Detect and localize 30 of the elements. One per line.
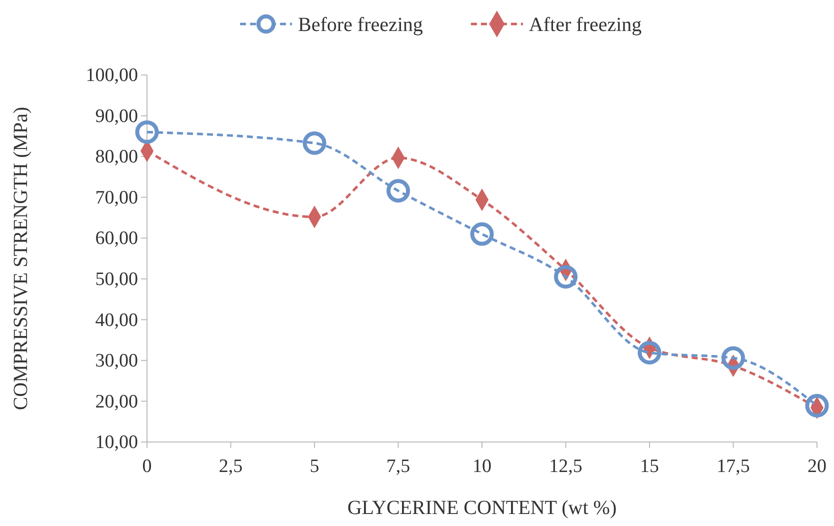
x-axis-title: GLYCERINE CONTENT (wt %) <box>347 497 617 519</box>
y-tick-label: 20,00 <box>95 391 138 412</box>
x-tick-label: 5 <box>310 456 320 477</box>
point <box>470 222 494 246</box>
point <box>805 394 829 418</box>
x-tick-label: 10 <box>472 456 492 477</box>
x-tick-label: 7,5 <box>386 456 410 477</box>
y-tick-label: 90,00 <box>95 106 138 127</box>
y-tick-label: 40,00 <box>95 310 138 331</box>
legend-label: Before freezing <box>298 14 423 36</box>
point <box>721 346 746 370</box>
y-tick-label: 80,00 <box>95 146 138 168</box>
point <box>554 265 578 289</box>
y-tick-label: 50,00 <box>95 268 138 290</box>
x-tick-label: 17,5 <box>716 456 750 477</box>
y-tick-label: 70,00 <box>95 187 138 208</box>
point <box>638 340 662 364</box>
y-tick-label: 10,00 <box>95 432 138 454</box>
x-tick-label: 12,5 <box>549 456 582 477</box>
y-tick-label: 100,00 <box>86 65 138 86</box>
legend-label: After freezing <box>528 14 642 36</box>
y-axis-title: COMPRESSIVE STRENGTH (MPa) <box>10 106 32 410</box>
x-tick-label: 15 <box>640 456 659 477</box>
x-tick-label: 20 <box>808 456 826 477</box>
x-tick-label: 0 <box>142 456 152 477</box>
y-tick-label: 60,00 <box>95 228 138 250</box>
point <box>386 179 410 203</box>
point <box>302 131 326 155</box>
x-tick-label: 2,5 <box>218 456 243 477</box>
y-tick-label: 30,00 <box>95 350 138 372</box>
